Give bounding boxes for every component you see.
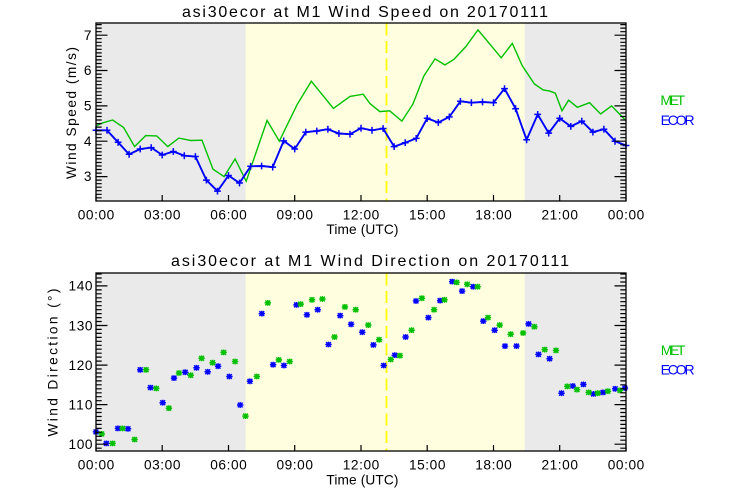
svg-text:12:00: 12:00 xyxy=(343,457,380,472)
svg-text:00:00: 00:00 xyxy=(78,457,115,472)
svg-text:130: 130 xyxy=(69,318,93,333)
svg-text:MET: MET xyxy=(660,92,685,108)
svg-text:4: 4 xyxy=(84,134,92,149)
svg-text:03:00: 03:00 xyxy=(144,207,181,222)
svg-text:100: 100 xyxy=(69,437,93,452)
svg-text:15:00: 15:00 xyxy=(409,207,446,222)
svg-text:18:00: 18:00 xyxy=(475,457,512,472)
svg-text:5: 5 xyxy=(84,99,92,114)
svg-text:Wind Direction (°): Wind Direction (°) xyxy=(46,289,61,437)
svg-text:110: 110 xyxy=(69,397,93,412)
svg-text:140: 140 xyxy=(69,279,93,294)
svg-text:09:00: 09:00 xyxy=(276,457,313,472)
svg-text:MET: MET xyxy=(661,342,686,358)
svg-text:21:00: 21:00 xyxy=(541,207,578,222)
svg-text:21:00: 21:00 xyxy=(541,457,578,472)
svg-text:15:00: 15:00 xyxy=(409,457,446,472)
svg-text:7: 7 xyxy=(84,28,92,43)
svg-text:120: 120 xyxy=(69,358,93,373)
svg-text:00:00: 00:00 xyxy=(78,207,115,222)
svg-text:06:00: 06:00 xyxy=(210,207,247,222)
svg-text:ECOR: ECOR xyxy=(661,362,695,378)
svg-text:3: 3 xyxy=(84,169,92,184)
svg-text:00:00: 00:00 xyxy=(608,457,645,472)
svg-text:06:00: 06:00 xyxy=(210,457,247,472)
svg-text:09:00: 09:00 xyxy=(276,207,313,222)
svg-text:Wind Speed (m/s): Wind Speed (m/s) xyxy=(64,47,79,179)
svg-text:03:00: 03:00 xyxy=(144,457,181,472)
svg-text:18:00: 18:00 xyxy=(475,207,512,222)
svg-text:00:00: 00:00 xyxy=(608,207,645,222)
svg-text:asi30ecor at M1 Wind Speed on: asi30ecor at M1 Wind Speed on 20170111 xyxy=(182,4,548,21)
svg-text:6: 6 xyxy=(84,63,92,78)
svg-text:Time (UTC): Time (UTC) xyxy=(326,222,398,237)
svg-text:12:00: 12:00 xyxy=(343,207,380,222)
svg-text:ECOR: ECOR xyxy=(661,112,695,128)
svg-text:Time (UTC): Time (UTC) xyxy=(326,472,398,487)
